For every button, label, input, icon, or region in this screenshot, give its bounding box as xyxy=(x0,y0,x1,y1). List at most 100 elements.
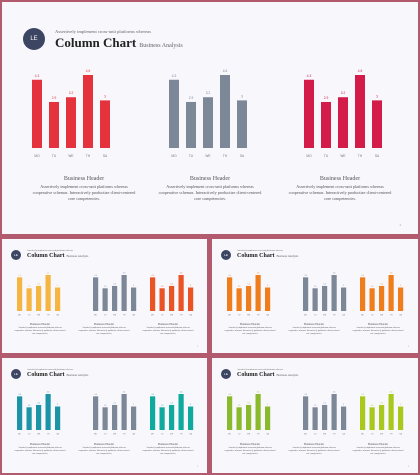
block-body: Assertively implement cross-unit platfor… xyxy=(288,184,392,201)
category-label: SA xyxy=(375,154,380,158)
block-header: Business Header xyxy=(29,322,51,326)
text-block: Business Header Assertively implement cro… xyxy=(288,442,340,456)
data-label: 2.9 xyxy=(324,96,329,100)
category-label: TU xyxy=(189,154,194,158)
text-block: Business Header Assertively implement cro… xyxy=(224,322,276,336)
category-label: TU xyxy=(371,434,374,436)
block-body: Assertively implement cross-unit platfor… xyxy=(14,327,66,335)
bar-th xyxy=(255,275,261,311)
category-label: MO xyxy=(94,315,97,317)
category-label: TU xyxy=(28,315,31,317)
bar-we xyxy=(112,404,118,430)
block-body: Assertively implement cross-unit platfor… xyxy=(224,327,276,335)
bar-tu xyxy=(312,288,318,311)
category-label: SA xyxy=(189,433,192,436)
charts-svg: 4.3 MO 2.9 TU 3.2 WE 4.6 TH 3 SA 4.3 MO 2.9 TU 3.2 WE 4.… xyxy=(32,69,382,158)
slide-title: Column Chart Business Analysis xyxy=(27,253,88,259)
bar-mo xyxy=(150,277,156,311)
category-label: SA xyxy=(189,314,192,317)
category-label: WE xyxy=(68,154,73,158)
title-text: Column Chart xyxy=(237,253,275,259)
data-label: 2.9 xyxy=(28,405,31,407)
category-label: TU xyxy=(324,154,329,158)
bar-tu xyxy=(186,101,196,148)
charts-svg: 4.3 MO 2.9 TU 3.2 WE 4.6 TH 3 SA 4.3 MO 2.9 TU 3.2 WE 4.… xyxy=(227,273,404,317)
block-header: Business Header xyxy=(157,442,179,446)
title-sub-text: Business Analysis xyxy=(139,43,183,49)
data-label: 4.3 xyxy=(94,275,97,277)
category-label: TU xyxy=(104,434,107,436)
category-label: TH xyxy=(123,434,126,436)
data-label: 4.6 xyxy=(180,392,183,394)
bar-th xyxy=(388,275,394,311)
text-block: Business Header Assertively implement cro… xyxy=(352,442,404,456)
data-label: 4.3 xyxy=(151,275,154,277)
data-label: 3 xyxy=(57,404,58,406)
bar-we xyxy=(322,285,328,311)
category-label: TU xyxy=(52,154,57,158)
bar-th xyxy=(331,394,337,430)
data-label: 2.9 xyxy=(238,286,241,288)
bar-th xyxy=(331,275,337,311)
data-label: 3 xyxy=(267,285,268,287)
bar-mo xyxy=(169,79,179,148)
data-label: 2.9 xyxy=(314,286,317,288)
bar-sa xyxy=(55,406,61,430)
category-label: TH xyxy=(390,434,393,436)
title-sub-text: Business Analysis xyxy=(66,254,89,258)
text-block: Business Header Assertively implement cro… xyxy=(142,442,194,456)
bar-sa xyxy=(372,100,382,148)
bar-sa xyxy=(398,287,404,311)
category-label: TH xyxy=(47,315,50,317)
bar-mo xyxy=(93,396,99,430)
block-header: Business Header xyxy=(367,322,389,326)
data-label: 4.6 xyxy=(358,69,363,73)
block-body: Assertively implement cross-unit platfor… xyxy=(142,447,194,455)
category-label: TH xyxy=(333,315,336,317)
category-label: WE xyxy=(380,315,384,317)
slide-subtitle: Assertively implement cross-unit platfor… xyxy=(237,250,283,252)
title-sub-text: Business Analysis xyxy=(276,373,299,377)
data-label: 3 xyxy=(241,94,243,98)
charts-svg: 4.3 MO 2.9 TU 3.2 WE 4.6 TH 3 SA 4.3 MO 2.9 TU 3.2 WE 4.… xyxy=(227,392,404,436)
block-header: Business Header xyxy=(367,442,389,446)
text-block: Business Header Assertively implement cr… xyxy=(155,176,265,202)
block-body: Assertively implement cross-unit platfor… xyxy=(78,447,130,455)
bar-mo xyxy=(227,396,233,430)
thumbnail-slide-teal: LE Assertively implement cross-unit plat… xyxy=(2,358,207,473)
charts-svg: 4.3 MO 2.9 TU 3.2 WE 4.6 TH 3 SA 4.3 MO 2.9 TU 3.2 WE 4.… xyxy=(17,392,194,436)
data-label: 3.2 xyxy=(37,402,40,404)
bar-tu xyxy=(312,407,318,430)
slide-title: Column Chart Business Analysis xyxy=(27,372,88,378)
slide-subtitle: Assertively implement cross-unit platfor… xyxy=(27,369,73,371)
block-body: Assertively implement cross-unit platfor… xyxy=(288,447,340,455)
data-label: 4.6 xyxy=(333,273,336,275)
bar-tu xyxy=(236,407,242,430)
category-label: WE xyxy=(247,315,251,317)
bar-mo xyxy=(303,396,309,430)
category-label: TU xyxy=(104,315,107,317)
data-label: 4.6 xyxy=(390,392,393,394)
data-label: 2.9 xyxy=(371,405,374,407)
bar-we xyxy=(169,404,175,430)
bar-sa xyxy=(188,287,194,311)
bar-we xyxy=(379,285,385,311)
data-label: 3.2 xyxy=(247,402,250,404)
bar-we xyxy=(203,97,213,148)
bar-th xyxy=(255,394,261,430)
data-label: 4.3 xyxy=(35,74,40,78)
data-label: 3.2 xyxy=(170,283,173,285)
bar-we xyxy=(246,404,252,430)
data-label: 3.2 xyxy=(113,402,116,404)
data-label: 4.3 xyxy=(228,394,231,396)
category-label: MO xyxy=(228,434,231,436)
main-slide: LE Assertively implement cross-unit plat… xyxy=(2,2,418,234)
text-block: Business Header Assertively implement cro… xyxy=(14,442,66,456)
bar-tu xyxy=(159,288,165,311)
block-body: Assertively implement cross-unit platfor… xyxy=(78,327,130,335)
logo-badge: LE xyxy=(221,250,231,260)
bar-th xyxy=(45,275,51,311)
bar-sa xyxy=(131,406,137,430)
bar-th xyxy=(121,394,127,430)
bar-th xyxy=(178,394,184,430)
